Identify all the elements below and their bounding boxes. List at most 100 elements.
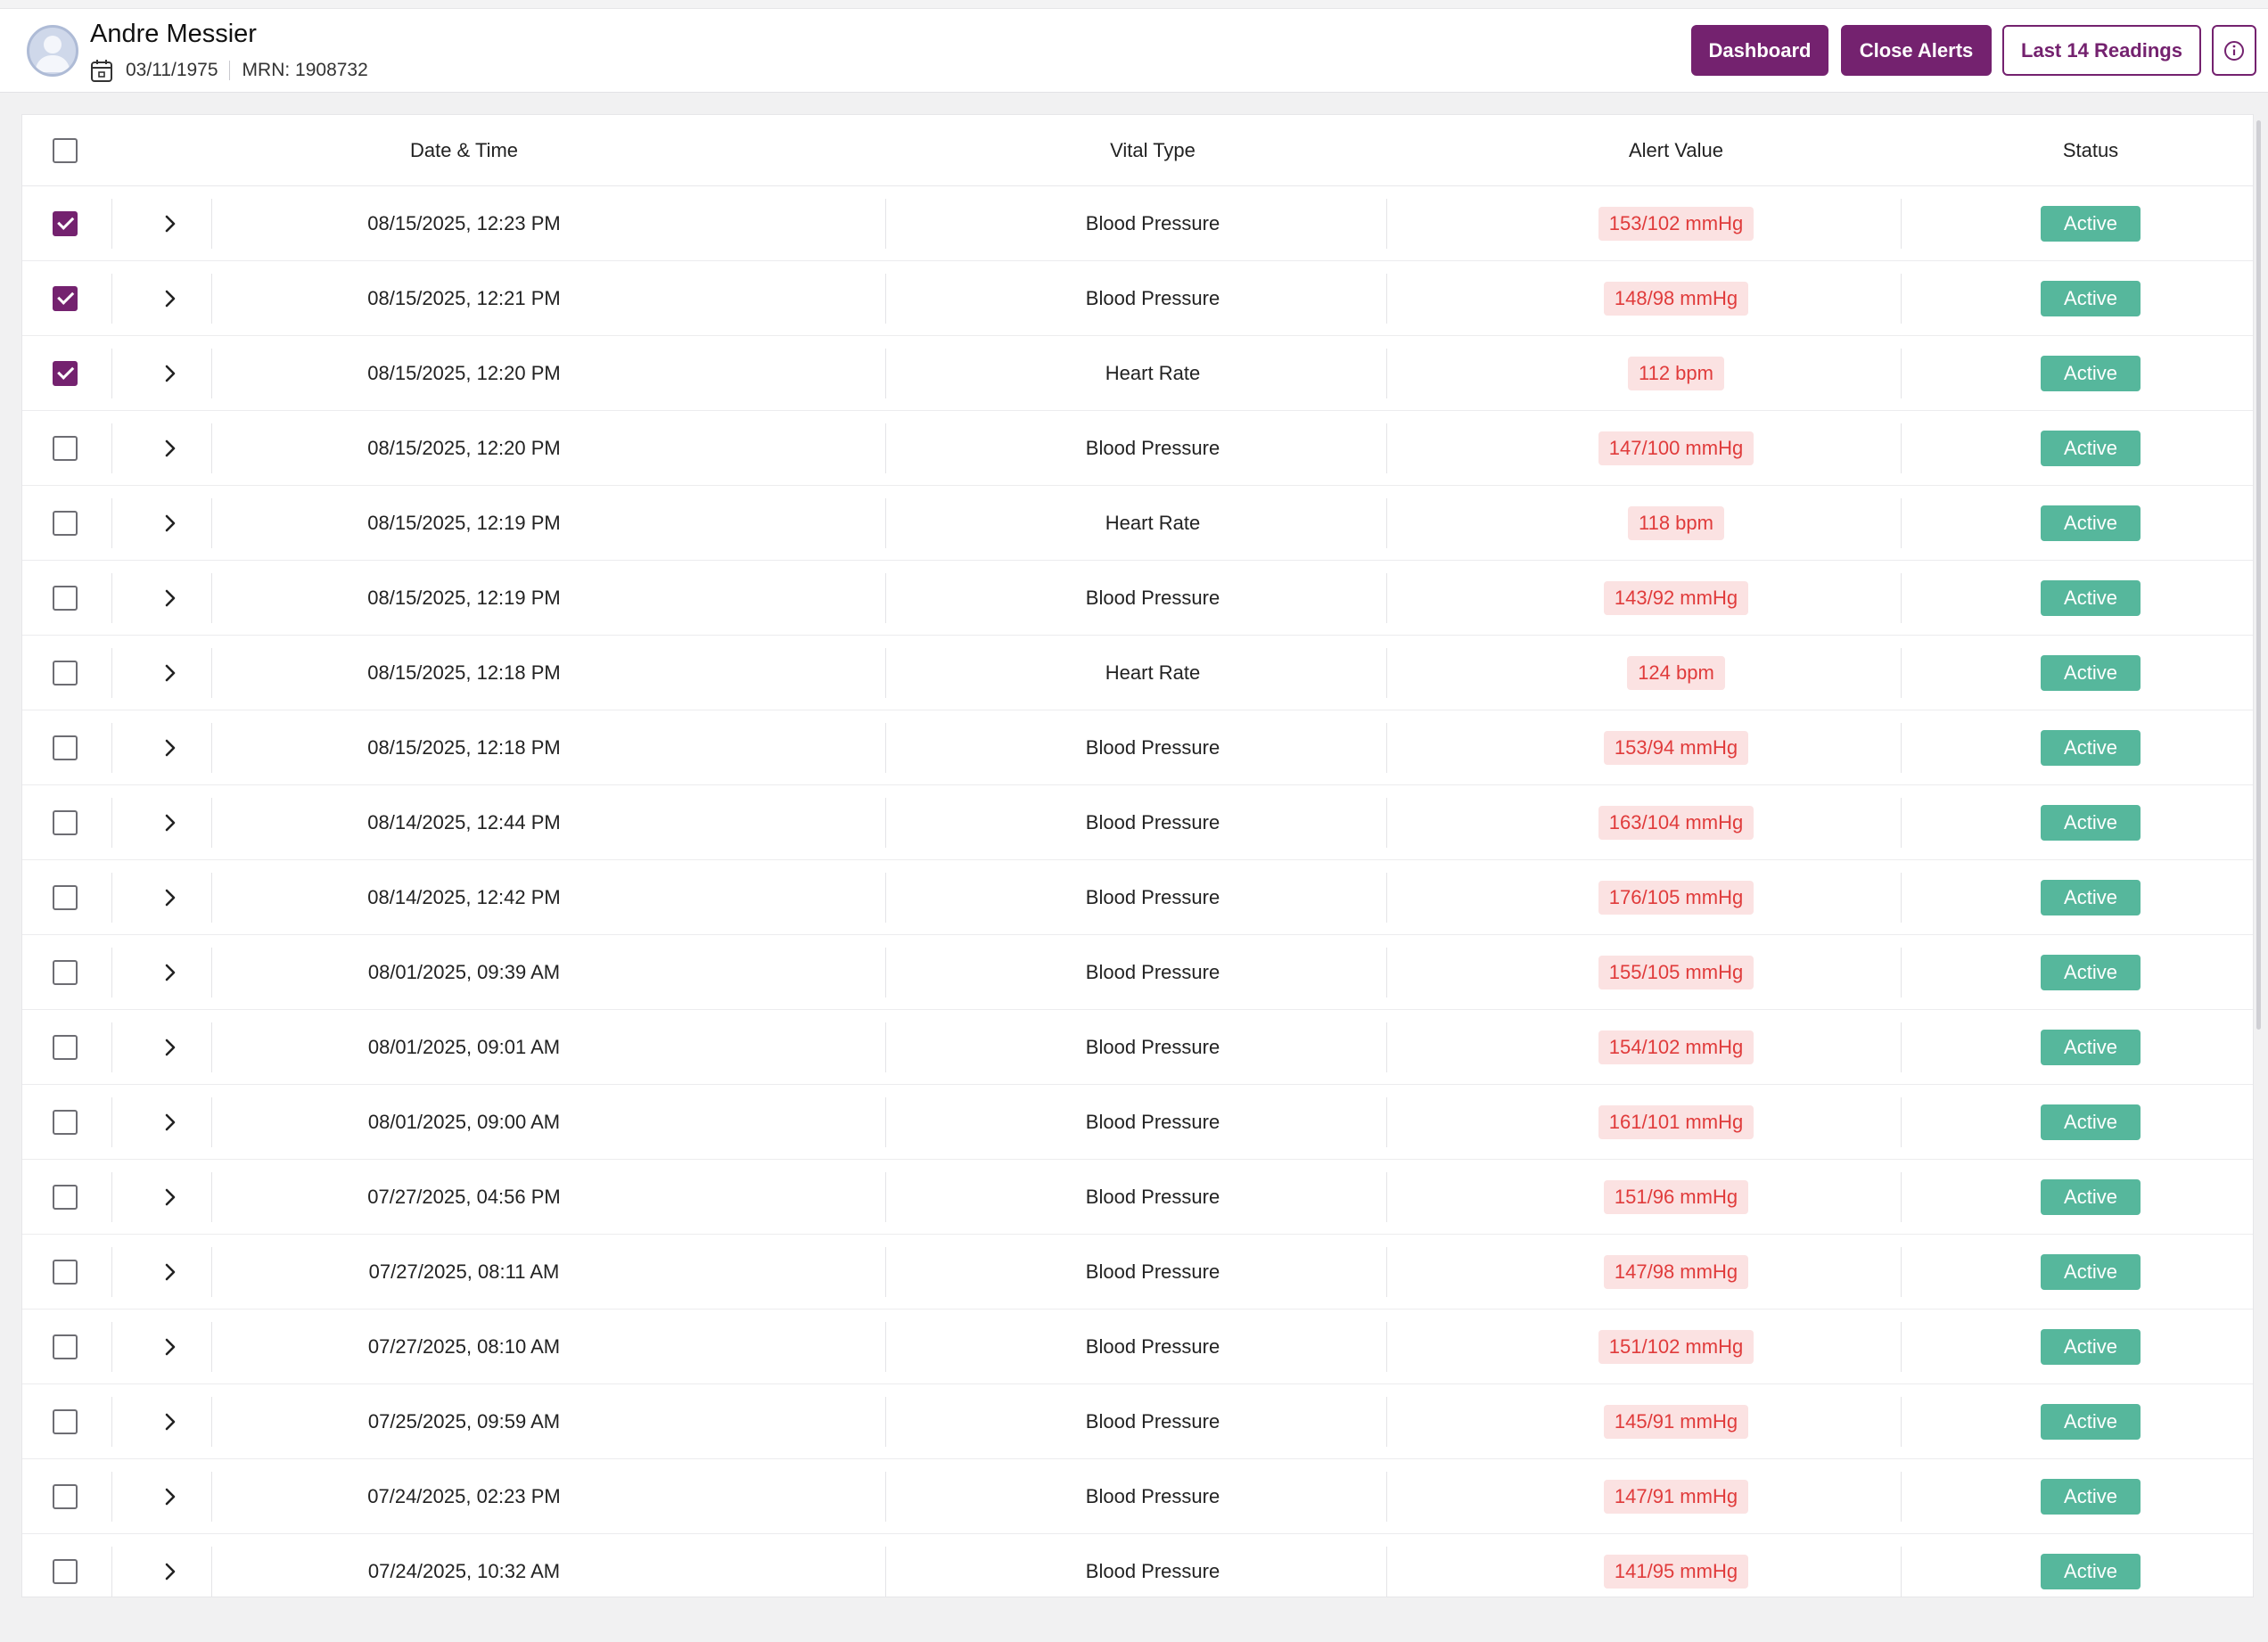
table-row[interactable]: 08/15/2025, 12:19 PM Blood Pressure 143/92… (22, 561, 2253, 636)
column-divider (111, 648, 112, 698)
close-alerts-button[interactable]: Close Alerts (1841, 25, 1992, 76)
alert-value-cell: 147/98 mmHg (1386, 1235, 1966, 1309)
table-row[interactable]: 08/15/2025, 12:18 PM Heart Rate 124 bpm Act… (22, 636, 2253, 710)
table-row[interactable]: 08/15/2025, 12:23 PM Blood Pressure 153/10… (22, 186, 2253, 261)
chevron-right-icon[interactable] (158, 286, 183, 311)
table-row[interactable]: 08/14/2025, 12:44 PM Blood Pressure 163/10… (22, 785, 2253, 860)
row-checkbox[interactable] (53, 1558, 78, 1584)
chevron-right-icon[interactable] (158, 436, 183, 461)
row-checkbox[interactable] (53, 1034, 78, 1060)
column-divider (1901, 948, 1902, 998)
chevron-right-icon[interactable] (158, 1484, 183, 1509)
chevron-right-icon[interactable] (158, 885, 183, 910)
row-select-cell (22, 1459, 108, 1533)
meta-divider (228, 61, 230, 80)
table-row[interactable]: 08/15/2025, 12:21 PM Blood Pressure 148/98… (22, 261, 2253, 336)
last-readings-button[interactable]: Last 14 Readings (2002, 25, 2201, 76)
row-checkbox[interactable] (53, 1109, 78, 1135)
avatar (27, 25, 78, 77)
table-row[interactable]: 08/15/2025, 12:18 PM Blood Pressure 153/94… (22, 710, 2253, 785)
chevron-right-icon[interactable] (158, 735, 183, 760)
row-checkbox[interactable] (53, 735, 78, 760)
column-header-status[interactable]: Status (2062, 138, 2119, 161)
column-divider (885, 948, 886, 998)
status-badge: Active (2041, 954, 2141, 990)
column-divider (885, 798, 886, 848)
row-checkbox[interactable] (53, 660, 78, 686)
alert-value-cell: 118 bpm (1386, 486, 1966, 560)
table-row[interactable]: 07/27/2025, 08:10 AM Blood Pressure 151/10… (22, 1309, 2253, 1384)
table-row[interactable]: 08/15/2025, 12:20 PM Blood Pressure 147/10… (22, 411, 2253, 486)
row-select-cell (22, 1160, 108, 1234)
row-checkbox[interactable] (53, 435, 78, 461)
chevron-right-icon[interactable] (158, 1185, 183, 1210)
chevron-right-icon[interactable] (158, 586, 183, 611)
row-checkbox[interactable] (53, 959, 78, 985)
status-badge: Active (2041, 1553, 2141, 1589)
chevron-right-icon[interactable] (158, 511, 183, 536)
table-row[interactable]: 07/27/2025, 08:11 AM Blood Pressure 147/98… (22, 1235, 2253, 1309)
select-all-checkbox[interactable] (53, 137, 78, 163)
table-row[interactable]: 08/15/2025, 12:19 PM Heart Rate 118 bpm Act… (22, 486, 2253, 561)
chevron-right-icon[interactable] (158, 810, 183, 835)
row-checkbox[interactable] (53, 809, 78, 835)
vital-type-cell: Blood Pressure (1085, 211, 1220, 234)
row-checkbox[interactable] (53, 1483, 78, 1509)
column-divider (211, 1397, 212, 1447)
column-divider (1901, 873, 1902, 923)
column-divider (1901, 199, 1902, 249)
info-button[interactable] (2212, 25, 2256, 76)
chevron-right-icon[interactable] (158, 1409, 183, 1434)
expand-cell (111, 1309, 229, 1383)
column-divider (1901, 1172, 1902, 1222)
row-checkbox[interactable] (53, 585, 78, 611)
status-cell: Active (1912, 1459, 2253, 1533)
table-row[interactable]: 07/24/2025, 02:23 PM Blood Pressure 147/91… (22, 1459, 2253, 1534)
row-checkbox[interactable] (53, 360, 78, 386)
chevron-right-icon[interactable] (158, 1559, 183, 1584)
chevron-right-icon[interactable] (158, 361, 183, 386)
row-checkbox[interactable] (53, 1408, 78, 1434)
chevron-right-icon[interactable] (158, 1260, 183, 1285)
column-header-alert-value[interactable]: Alert Value (1629, 138, 1723, 161)
row-checkbox[interactable] (53, 1259, 78, 1285)
scrollbar[interactable] (2256, 120, 2261, 1030)
row-checkbox[interactable] (53, 1184, 78, 1210)
column-divider (885, 1097, 886, 1147)
chevron-right-icon[interactable] (158, 1334, 183, 1359)
column-divider (885, 723, 886, 773)
table-row[interactable]: 07/24/2025, 10:32 AM Blood Pressure 141/95… (22, 1534, 2253, 1597)
chevron-right-icon[interactable] (158, 211, 183, 236)
column-divider (111, 1547, 112, 1597)
table-row[interactable]: 08/01/2025, 09:01 AM Blood Pressure 154/10… (22, 1010, 2253, 1085)
row-checkbox[interactable] (53, 1334, 78, 1359)
chevron-right-icon[interactable] (158, 1035, 183, 1060)
column-divider (1901, 798, 1902, 848)
column-divider (111, 1172, 112, 1222)
dashboard-button[interactable]: Dashboard (1691, 25, 1828, 76)
chevron-right-icon[interactable] (158, 661, 183, 686)
table-row[interactable]: 08/14/2025, 12:42 PM Blood Pressure 176/10… (22, 860, 2253, 935)
table-row[interactable]: 08/15/2025, 12:20 PM Heart Rate 112 bpm Act… (22, 336, 2253, 411)
table-row[interactable]: 08/01/2025, 09:00 AM Blood Pressure 161/10… (22, 1085, 2253, 1160)
table-row[interactable]: 07/25/2025, 09:59 AM Blood Pressure 145/91… (22, 1384, 2253, 1459)
column-header-datetime[interactable]: Date & Time (409, 138, 519, 161)
table-row[interactable]: 07/27/2025, 04:56 PM Blood Pressure 151/96… (22, 1160, 2253, 1235)
column-divider (1901, 349, 1902, 398)
vital-type-cell: Blood Pressure (1085, 1559, 1220, 1582)
chevron-right-icon[interactable] (158, 1110, 183, 1135)
table-row[interactable]: 08/01/2025, 09:39 AM Blood Pressure 155/10… (22, 935, 2253, 1010)
info-icon (2224, 40, 2244, 61)
row-checkbox[interactable] (53, 285, 78, 311)
expand-cell (111, 785, 229, 859)
datetime-cell: 08/14/2025, 12:42 PM (367, 885, 561, 908)
column-divider (211, 274, 212, 324)
alert-value-badge: 151/102 mmHg (1598, 1329, 1754, 1364)
datetime-cell: 08/15/2025, 12:19 PM (367, 586, 561, 609)
chevron-right-icon[interactable] (158, 960, 183, 985)
row-checkbox[interactable] (53, 210, 78, 236)
column-header-vital-type[interactable]: Vital Type (1110, 138, 1196, 161)
patient-mrn: MRN: 1908732 (242, 60, 368, 80)
row-checkbox[interactable] (53, 510, 78, 536)
row-checkbox[interactable] (53, 884, 78, 910)
